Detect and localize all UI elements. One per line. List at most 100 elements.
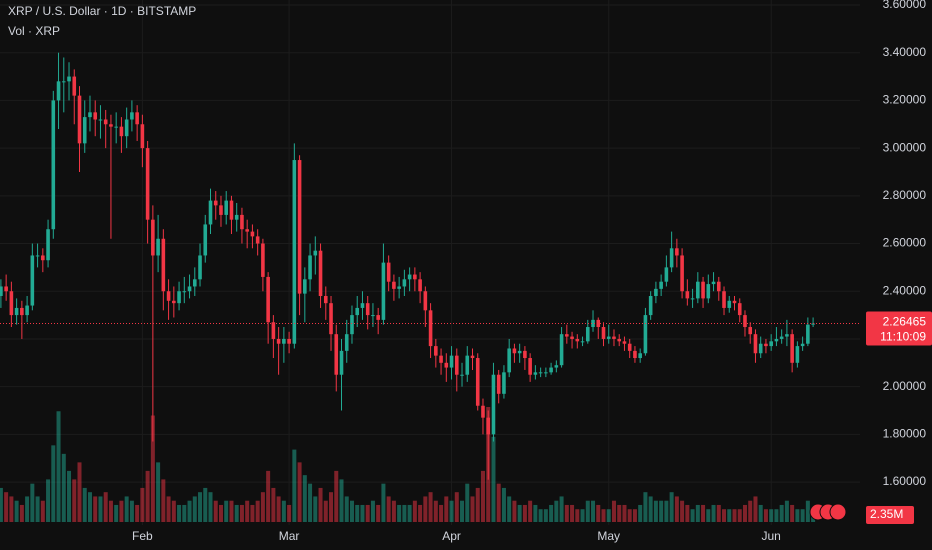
candle-body bbox=[779, 336, 784, 339]
candle-body bbox=[491, 374, 496, 435]
volume-bar bbox=[480, 470, 485, 522]
volume-bar bbox=[779, 504, 784, 522]
candle-body bbox=[303, 279, 307, 294]
candle-body bbox=[580, 341, 585, 343]
candle-body bbox=[460, 374, 464, 376]
candle-body bbox=[35, 255, 40, 257]
candle-body bbox=[454, 355, 459, 375]
candle-body bbox=[659, 281, 663, 289]
volume-bar bbox=[161, 479, 166, 522]
volume-bar bbox=[266, 470, 271, 522]
candle-body bbox=[182, 291, 187, 293]
volume-bar bbox=[82, 487, 87, 522]
volume-bar bbox=[203, 487, 208, 522]
candle-body bbox=[716, 281, 721, 292]
candle-body bbox=[701, 281, 705, 299]
volume-bar bbox=[239, 504, 244, 522]
candle-body bbox=[622, 341, 627, 344]
candle-body bbox=[46, 229, 50, 261]
candle-body bbox=[234, 214, 239, 220]
volume-bar bbox=[706, 509, 711, 522]
candle-body bbox=[407, 274, 412, 280]
volume-bar bbox=[596, 504, 601, 522]
y-tick-label: 2.80000 bbox=[883, 188, 927, 202]
candle-body bbox=[397, 286, 401, 289]
volume-bar bbox=[349, 500, 354, 522]
volume-bar bbox=[685, 504, 690, 522]
volume-bar bbox=[145, 470, 150, 522]
candle-body bbox=[444, 362, 449, 368]
candle-body bbox=[145, 148, 150, 220]
candle-body bbox=[470, 355, 475, 359]
candle-body bbox=[675, 248, 679, 256]
candle-body bbox=[376, 315, 380, 320]
candle-body bbox=[732, 300, 737, 304]
volume-bar bbox=[591, 500, 596, 522]
volume-bar bbox=[617, 504, 622, 522]
candle-body bbox=[800, 343, 805, 347]
candle-body bbox=[528, 358, 532, 375]
volume-bar bbox=[680, 500, 685, 522]
volume-bar bbox=[339, 479, 344, 522]
volume-bar bbox=[25, 496, 30, 522]
candle-body bbox=[654, 288, 658, 297]
candle-body bbox=[554, 365, 559, 368]
candle-body bbox=[507, 348, 511, 373]
volume-bar bbox=[549, 504, 554, 522]
volume-bar bbox=[795, 509, 800, 522]
volume-bar bbox=[140, 487, 145, 522]
volume-bar bbox=[664, 500, 669, 522]
volume-bar bbox=[156, 462, 161, 522]
candle-body bbox=[371, 315, 375, 317]
volume-bar bbox=[334, 470, 339, 522]
volume-bar bbox=[659, 500, 664, 522]
volume-bar bbox=[329, 492, 334, 522]
candle-body bbox=[177, 291, 181, 304]
volume-bar bbox=[606, 509, 611, 522]
candle-body bbox=[392, 281, 396, 289]
volume-bar bbox=[292, 449, 297, 522]
volume-bar bbox=[35, 496, 40, 522]
volume-bar bbox=[344, 496, 349, 522]
volume-bar bbox=[281, 500, 286, 522]
volume-bar bbox=[370, 500, 375, 522]
candle-body bbox=[161, 238, 166, 292]
candle-body bbox=[743, 315, 747, 328]
volume-bar bbox=[119, 500, 124, 522]
candle-body bbox=[339, 350, 344, 375]
volume-bar bbox=[30, 483, 35, 522]
candle-body bbox=[187, 286, 192, 292]
candle-body bbox=[544, 372, 548, 374]
volume-pane bbox=[0, 407, 816, 522]
volume-bar bbox=[428, 492, 433, 522]
candle-body bbox=[266, 276, 270, 323]
volume-bar bbox=[386, 496, 391, 522]
event-icon[interactable] bbox=[829, 503, 847, 521]
candle-body bbox=[213, 200, 218, 206]
x-tick-label: Jun bbox=[762, 529, 781, 543]
candle-body bbox=[88, 112, 92, 118]
volume-bar bbox=[444, 496, 449, 522]
candle-body bbox=[135, 112, 139, 125]
candle-body bbox=[690, 298, 695, 300]
volume-bar bbox=[559, 496, 564, 522]
candle-body bbox=[25, 305, 29, 316]
volume-bar bbox=[46, 479, 51, 522]
volume-bar bbox=[308, 483, 313, 522]
y-tick-label: 2.40000 bbox=[883, 283, 927, 297]
candle-body bbox=[402, 279, 407, 287]
volume-bar bbox=[800, 509, 805, 522]
candle-body bbox=[711, 281, 716, 285]
volume-bar bbox=[695, 504, 700, 522]
volume-bar bbox=[470, 496, 475, 522]
volume-bar bbox=[763, 509, 768, 522]
y-tick-label: 3.20000 bbox=[883, 93, 927, 107]
candle-body bbox=[680, 255, 684, 292]
x-tick-label: Feb bbox=[132, 529, 153, 543]
candle-body bbox=[114, 126, 118, 128]
volume-bar bbox=[287, 504, 292, 522]
candle-body bbox=[93, 112, 98, 120]
candle-body bbox=[764, 343, 768, 347]
